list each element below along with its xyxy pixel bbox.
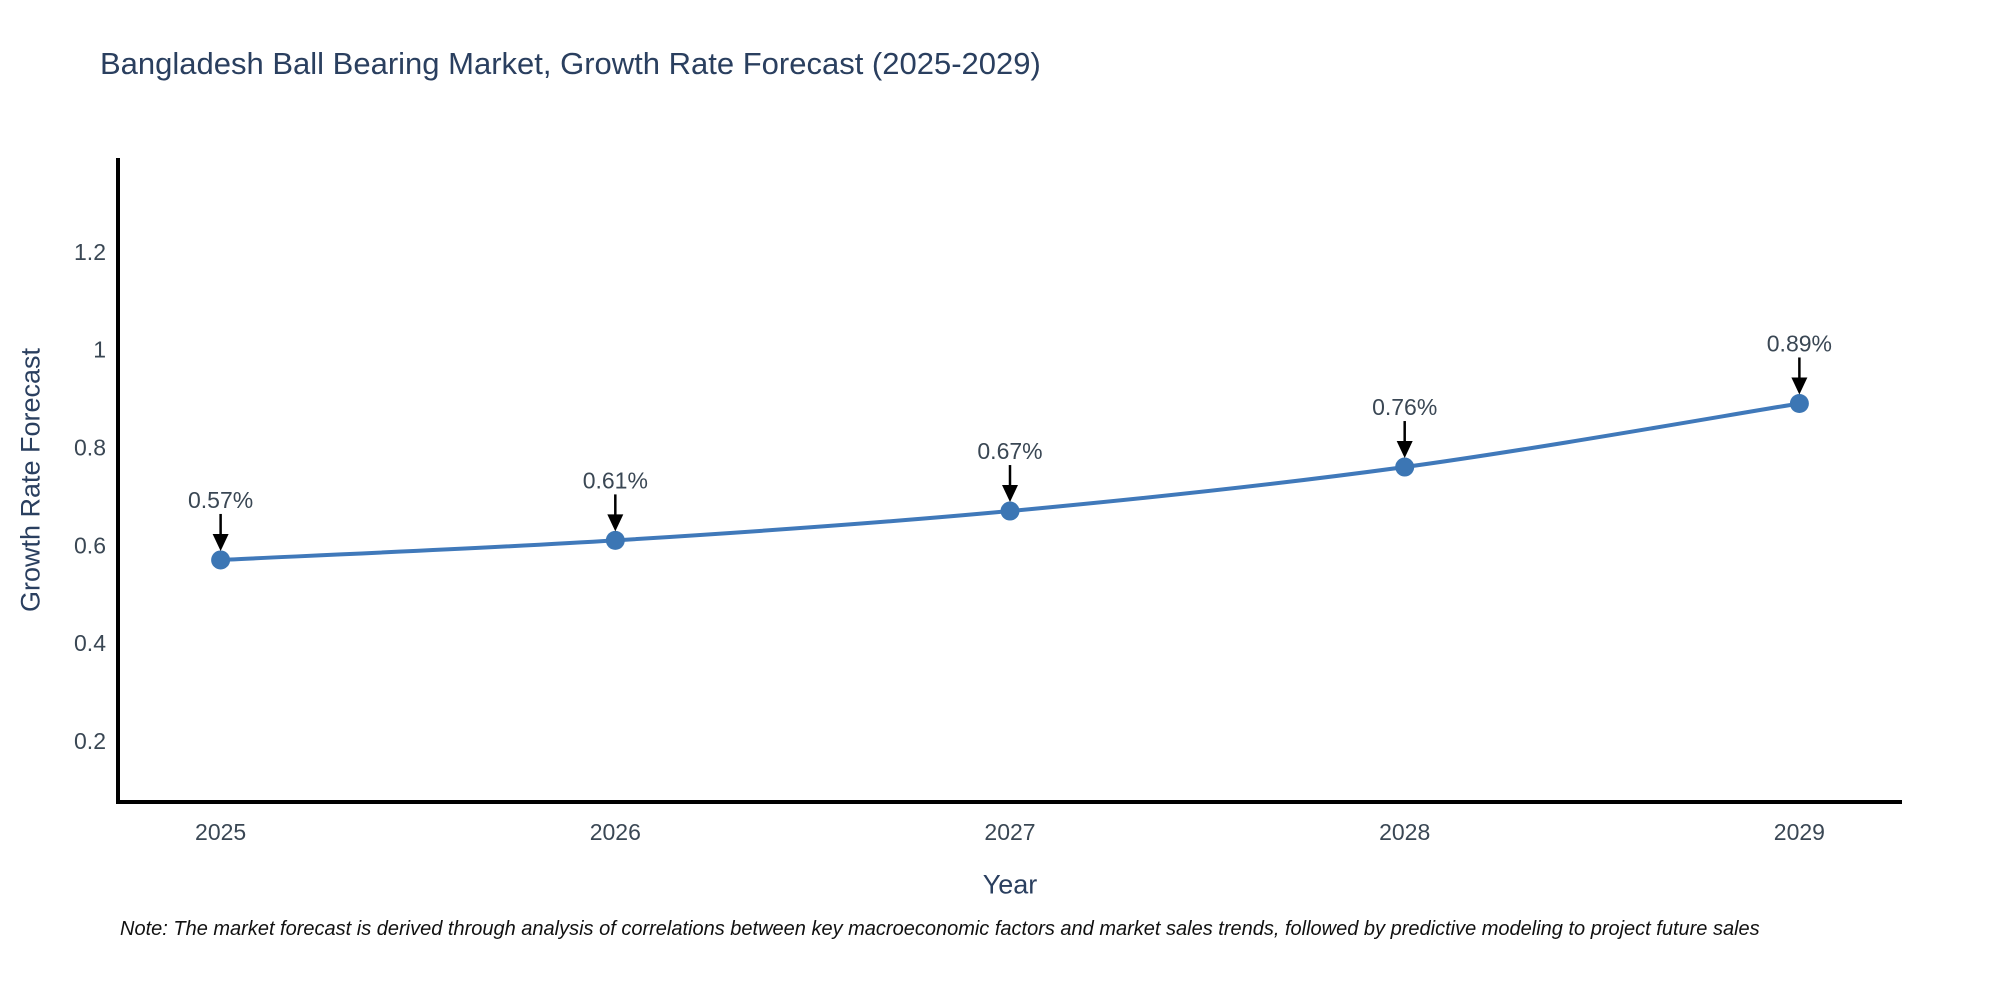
y-axis-title: Growth Rate Forecast <box>15 347 46 613</box>
y-tick-label: 0.6 <box>74 532 106 558</box>
annotation-label: 0.61% <box>583 467 648 493</box>
y-tick-label: 1.2 <box>74 239 106 265</box>
x-tick-label: 2027 <box>984 819 1035 845</box>
annotation-label: 0.76% <box>1372 394 1437 420</box>
data-point-marker <box>1789 393 1809 413</box>
x-tick-label: 2025 <box>195 819 246 845</box>
y-tick-label: 0.4 <box>74 630 106 656</box>
annotation-arrowhead <box>1396 441 1413 459</box>
x-tick-label: 2026 <box>590 819 641 845</box>
data-point-marker <box>605 530 625 550</box>
annotation-arrowhead <box>212 533 229 551</box>
annotation-arrowhead <box>607 514 624 532</box>
data-point-marker <box>211 550 231 570</box>
x-tick-label: 2028 <box>1379 819 1430 845</box>
chart-title: Bangladesh Ball Bearing Market, Growth R… <box>100 46 1041 81</box>
data-point-marker <box>1395 457 1415 477</box>
x-tick-label: 2029 <box>1774 819 1825 845</box>
annotation-label: 0.57% <box>188 487 253 513</box>
y-tick-label: 0.8 <box>74 434 106 460</box>
data-point-marker <box>1000 501 1020 521</box>
footnote: Note: The market forecast is derived thr… <box>120 918 1760 940</box>
annotation-label: 0.89% <box>1767 330 1832 356</box>
annotation-arrowhead <box>1002 485 1018 503</box>
x-axis-title: Year <box>982 869 1038 900</box>
y-tick-label: 0.2 <box>74 728 106 754</box>
axis-spines <box>116 158 1902 804</box>
annotation-label: 0.67% <box>977 438 1042 464</box>
annotation-arrowhead <box>1791 377 1808 395</box>
y-tick-label: 1 <box>93 337 106 363</box>
